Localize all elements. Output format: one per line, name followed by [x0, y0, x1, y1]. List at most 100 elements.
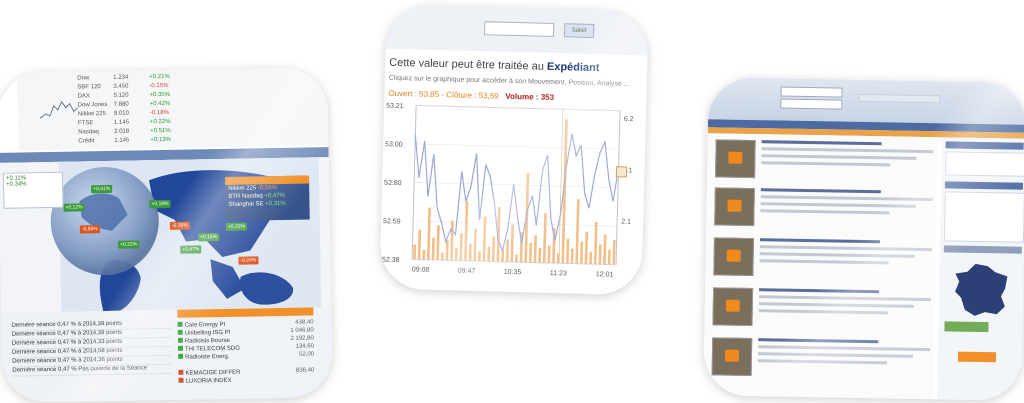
- france-map-icon[interactable]: [951, 262, 1012, 319]
- market-change-label[interactable]: +0,22%: [118, 240, 140, 249]
- index-name: Nasdaq: [78, 129, 99, 136]
- grid-line: [416, 105, 621, 112]
- index-value: 2.018: [114, 128, 130, 135]
- index-name: BTR Nasdaq: [228, 193, 263, 200]
- index-row[interactable]: Crédit 1.145 +0.13%: [78, 137, 186, 148]
- mover-value: 438,40: [295, 319, 314, 326]
- market-change-label[interactable]: +0,15%: [197, 233, 220, 242]
- market-change-label[interactable]: -0,36%: [169, 221, 190, 230]
- sidebar-header: [945, 141, 1024, 150]
- volume-bar: [440, 252, 444, 261]
- market-change-label[interactable]: +0,12%: [63, 203, 85, 212]
- index-name: SBF 120: [77, 84, 101, 91]
- sidebar-header: [944, 181, 1024, 190]
- volume-bar: [598, 244, 602, 265]
- volume-bar: [464, 201, 469, 261]
- news-text-lines: [758, 288, 931, 319]
- volume-bar: [501, 249, 505, 262]
- news-item[interactable]: [715, 135, 938, 187]
- green-button[interactable]: [944, 321, 989, 333]
- search-input[interactable]: [483, 21, 555, 38]
- video-thumbnail[interactable]: [713, 237, 754, 277]
- sidebar-form-box[interactable]: [943, 191, 1024, 243]
- play-icon: [725, 299, 740, 312]
- header-links[interactable]: [858, 93, 941, 104]
- market-change-label[interactable]: -0,55%: [79, 225, 100, 234]
- news-feed: [703, 133, 938, 400]
- sidebar-quotes-box: [945, 151, 1024, 177]
- volume-bar: [496, 206, 501, 262]
- news-item[interactable]: [714, 183, 937, 235]
- volume-bar: [515, 254, 518, 263]
- volume-bar: [533, 235, 537, 263]
- mover-value: 2 192,80: [290, 335, 314, 342]
- x-tick-label: 10:35: [504, 269, 522, 276]
- volume-bar: [593, 221, 598, 265]
- market-change-label[interactable]: -0,24%: [238, 256, 259, 265]
- market-change-label[interactable]: +0,31%: [225, 222, 248, 231]
- orange-button[interactable]: [957, 351, 997, 363]
- video-thumbnail[interactable]: [714, 187, 755, 227]
- volume-bar: [570, 248, 574, 264]
- y2-tick-label: 2.1: [621, 218, 631, 225]
- headline-link[interactable]: Expédiant: [546, 60, 600, 75]
- change-value: +0.34%: [6, 181, 27, 188]
- news-item[interactable]: [713, 233, 936, 285]
- status-icon: [177, 329, 183, 335]
- mover-name: Radioisis Bourse: [184, 337, 230, 345]
- news-item[interactable]: [711, 333, 934, 385]
- mover-name: KEMACIGE DIFFER: [185, 369, 241, 377]
- search-button[interactable]: Saisir: [563, 23, 595, 39]
- market-change-label[interactable]: +0,47%: [180, 245, 202, 254]
- x-tick-label: 11:23: [550, 270, 567, 277]
- status-icon: [177, 321, 183, 327]
- index-name: Nikkei 225: [77, 111, 106, 118]
- volume-bar: [607, 249, 611, 265]
- y-tick-label: 52.80: [384, 180, 402, 187]
- status-icon: [177, 337, 183, 343]
- video-thumbnail[interactable]: [712, 287, 754, 327]
- news-item[interactable]: [712, 283, 935, 335]
- portal-header: [708, 77, 1024, 125]
- volume-bar: [445, 240, 449, 261]
- movers-list: Cate Energy PI 438,40 Unibelling ISG PI 1…: [177, 319, 315, 385]
- grid-line: [413, 220, 618, 227]
- volume-bar: [436, 225, 440, 261]
- mover-value: 836,40: [295, 367, 315, 374]
- volume-bar: [505, 239, 510, 262]
- volume-bar: [422, 249, 426, 260]
- index-name: Shanghai SE: [228, 201, 264, 208]
- volume-bar: [579, 241, 584, 264]
- panel-index-line[interactable]: Shanghai SE +0,31%: [225, 199, 309, 208]
- index-name: Crédit: [78, 138, 95, 145]
- news-text-lines: [757, 338, 931, 369]
- video-thumbnail[interactable]: [715, 139, 756, 179]
- index-change: +0.42%: [149, 100, 171, 108]
- x-tick-label: 09:08: [412, 266, 430, 273]
- volume-bar: [561, 119, 568, 264]
- index-name: Dow: [77, 75, 90, 82]
- y-tick-label: 53.00: [385, 141, 403, 148]
- volume-bar: [524, 172, 530, 263]
- index-value: 1.234: [113, 74, 129, 81]
- volume-bar: [468, 243, 472, 261]
- price-line[interactable]: [412, 130, 620, 254]
- index-change: -0.18%: [149, 109, 169, 117]
- volume-bar: [547, 245, 551, 263]
- index-name: DAX: [77, 93, 90, 100]
- index-name: Dow Jones: [77, 101, 108, 109]
- news-text-lines: [761, 140, 934, 171]
- market-change-label[interactable]: +0,18%: [149, 199, 171, 209]
- intraday-chart[interactable]: 53.21 53.00 52.80 52.59 52.38 6.2 4.1 2.1 09:08 0…: [379, 99, 646, 296]
- news-text-lines: [759, 238, 932, 269]
- video-thumbnail[interactable]: [711, 337, 753, 377]
- index-name: FTSE: [77, 120, 94, 127]
- volume-bar: [589, 251, 593, 265]
- index-change: +0,47%: [264, 192, 285, 200]
- login-input[interactable]: [780, 98, 843, 110]
- market-change-label[interactable]: +0,41%: [91, 184, 113, 194]
- search-input[interactable]: [780, 86, 843, 98]
- index-name: Nikkei 225: [228, 185, 257, 192]
- x-tick-label: 12:01: [596, 271, 614, 278]
- y-tick-label: 52.59: [383, 218, 401, 225]
